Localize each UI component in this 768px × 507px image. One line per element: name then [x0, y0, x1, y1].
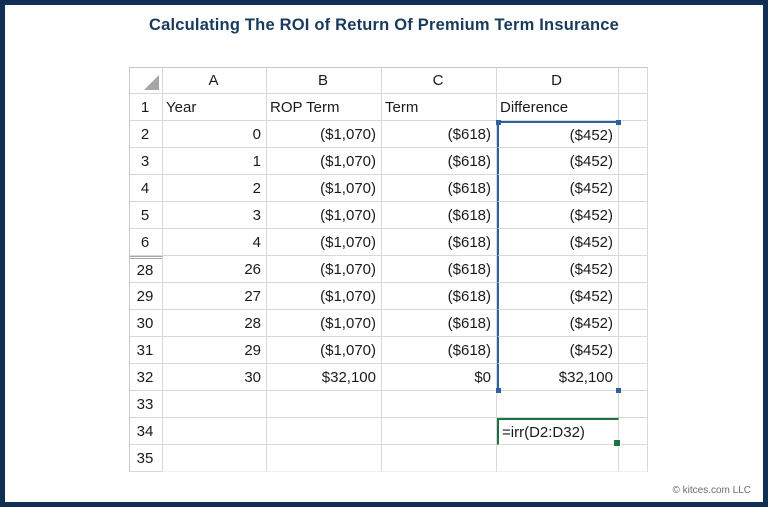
cell-C4[interactable]: ($618): [382, 175, 497, 202]
row-header-35[interactable]: 35: [129, 445, 163, 472]
cell-A35[interactable]: [163, 445, 267, 472]
cell-D1[interactable]: Difference: [497, 94, 619, 121]
column-header-D[interactable]: D: [497, 67, 619, 94]
cell-B4[interactable]: ($1,070): [267, 175, 382, 202]
cell-C5[interactable]: ($618): [382, 202, 497, 229]
cell-A4[interactable]: 2: [163, 175, 267, 202]
cell-E6[interactable]: [619, 229, 648, 256]
cell-E31[interactable]: [619, 337, 648, 364]
cell-B5[interactable]: ($1,070): [267, 202, 382, 229]
cell-C34[interactable]: [382, 418, 497, 445]
cell-D30[interactable]: ($452): [497, 310, 619, 337]
cell-B30[interactable]: ($1,070): [267, 310, 382, 337]
cell-C30[interactable]: ($618): [382, 310, 497, 337]
cell-A34[interactable]: [163, 418, 267, 445]
row-header-6[interactable]: 6: [129, 229, 163, 256]
selection-handle-icon[interactable]: [496, 388, 501, 393]
cell-B29[interactable]: ($1,070): [267, 283, 382, 310]
cell-B31[interactable]: ($1,070): [267, 337, 382, 364]
cell-D31[interactable]: ($452): [497, 337, 619, 364]
cell-B2[interactable]: ($1,070): [267, 121, 382, 148]
cell-A28[interactable]: 26: [163, 256, 267, 283]
cell-A6[interactable]: 4: [163, 229, 267, 256]
cell-C1[interactable]: Term: [382, 94, 497, 121]
cell-E32[interactable]: [619, 364, 648, 391]
cell-A30[interactable]: 28: [163, 310, 267, 337]
cell-D34[interactable]: =irr(D2:D32): [497, 418, 621, 447]
cell-D4[interactable]: ($452): [497, 175, 619, 202]
cell-E3[interactable]: [619, 148, 648, 175]
copyright-notice: © kitces.com LLC: [672, 485, 751, 496]
cell-B32[interactable]: $32,100: [267, 364, 382, 391]
row-header-28[interactable]: 28: [129, 256, 163, 283]
column-header-B[interactable]: B: [267, 67, 382, 94]
column-header-A[interactable]: A: [163, 67, 267, 94]
cell-C29[interactable]: ($618): [382, 283, 497, 310]
cell-B1[interactable]: ROP Term: [267, 94, 382, 121]
cell-E35[interactable]: [619, 445, 648, 472]
cell-C28[interactable]: ($618): [382, 256, 497, 283]
cell-A2[interactable]: 0: [163, 121, 267, 148]
row-header-29[interactable]: 29: [129, 283, 163, 310]
row-header-2[interactable]: 2: [129, 121, 163, 148]
page-title: Calculating The ROI of Return Of Premium…: [148, 16, 620, 34]
cell-E33[interactable]: [619, 391, 648, 418]
cell-D33[interactable]: [497, 391, 619, 418]
row-header-5[interactable]: 5: [129, 202, 163, 229]
row-header-4[interactable]: 4: [129, 175, 163, 202]
row-header-1[interactable]: 1: [129, 94, 163, 121]
cell-A33[interactable]: [163, 391, 267, 418]
row-header-34[interactable]: 34: [129, 418, 163, 445]
cell-D28[interactable]: ($452): [497, 256, 619, 283]
row-header-30[interactable]: 30: [129, 310, 163, 337]
column-header-C[interactable]: C: [382, 67, 497, 94]
cell-E5[interactable]: [619, 202, 648, 229]
cell-B6[interactable]: ($1,070): [267, 229, 382, 256]
selection-handle-icon[interactable]: [616, 388, 621, 393]
cell-D35[interactable]: [497, 445, 619, 472]
cell-A29[interactable]: 27: [163, 283, 267, 310]
cell-C2[interactable]: ($618): [382, 121, 497, 148]
row-header-33[interactable]: 33: [129, 391, 163, 418]
cell-A31[interactable]: 29: [163, 337, 267, 364]
cell-E1[interactable]: [619, 94, 648, 121]
row-header-32[interactable]: 32: [129, 364, 163, 391]
cell-D32[interactable]: $32,100: [496, 364, 621, 393]
cell-E30[interactable]: [619, 310, 648, 337]
cell-C31[interactable]: ($618): [382, 337, 497, 364]
cell-E2[interactable]: [619, 121, 648, 148]
cell-C32[interactable]: $0: [382, 364, 497, 391]
cell-A32[interactable]: 30: [163, 364, 267, 391]
select-all-button[interactable]: [129, 67, 163, 94]
row-header-3[interactable]: 3: [129, 148, 163, 175]
cell-D2[interactable]: ($452): [496, 120, 621, 148]
cell-B33[interactable]: [267, 391, 382, 418]
cell-D5[interactable]: ($452): [497, 202, 619, 229]
cell-B28[interactable]: ($1,070): [267, 256, 382, 283]
cell-D3[interactable]: ($452): [497, 148, 619, 175]
cell-E28[interactable]: [619, 256, 648, 283]
cell-B3[interactable]: ($1,070): [267, 148, 382, 175]
cell-C35[interactable]: [382, 445, 497, 472]
cell-C6[interactable]: ($618): [382, 229, 497, 256]
cell-E29[interactable]: [619, 283, 648, 310]
cell-B35[interactable]: [267, 445, 382, 472]
cell-C33[interactable]: [382, 391, 497, 418]
row-header-31[interactable]: 31: [129, 337, 163, 364]
cell-C3[interactable]: ($618): [382, 148, 497, 175]
cell-E34[interactable]: [619, 418, 648, 445]
cell-B34[interactable]: [267, 418, 382, 445]
select-all-icon: [144, 75, 159, 90]
spreadsheet-grid: A B C D 1 Year ROP Term Term Difference 2 0 ($1,070…: [129, 67, 648, 472]
cell-D29[interactable]: ($452): [497, 283, 619, 310]
cell-A5[interactable]: 3: [163, 202, 267, 229]
cell-A3[interactable]: 1: [163, 148, 267, 175]
cell-D6[interactable]: ($452): [497, 229, 619, 256]
cell-A1[interactable]: Year: [163, 94, 267, 121]
cell-E4[interactable]: [619, 175, 648, 202]
column-header-E[interactable]: [619, 67, 648, 94]
